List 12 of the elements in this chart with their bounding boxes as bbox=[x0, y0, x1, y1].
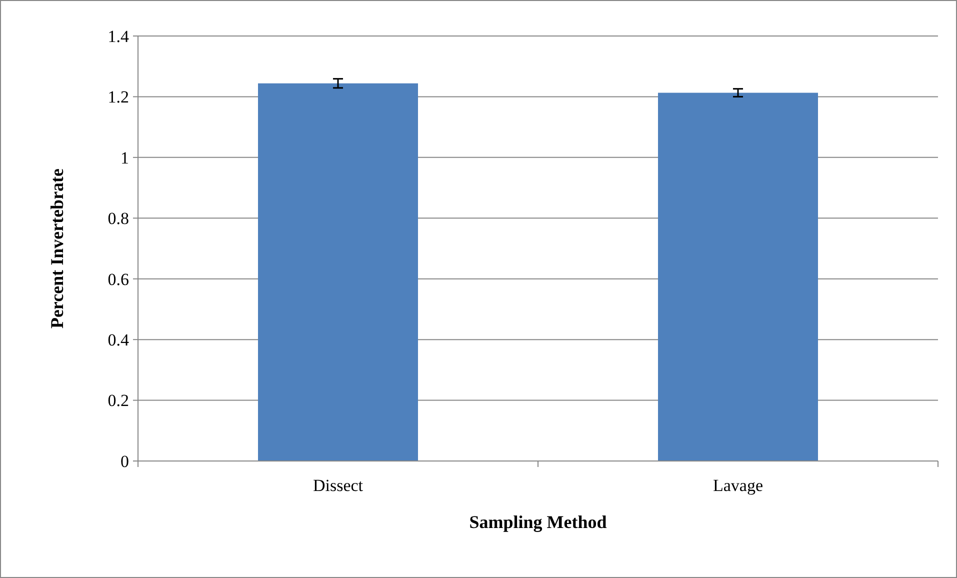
y-tick-label: 0.2 bbox=[108, 391, 129, 410]
y-tick-label: 0.8 bbox=[108, 209, 129, 228]
y-tick-label: 1 bbox=[120, 148, 129, 168]
y-tick-label: 1.2 bbox=[108, 88, 129, 107]
x-tick-label: Dissect bbox=[312, 476, 364, 495]
y-axis-title: Percent Invertebrate bbox=[47, 168, 67, 329]
x-tick-label: Lavage bbox=[712, 476, 764, 495]
y-tick-label: 0 bbox=[120, 452, 129, 471]
y-tick-label: 0.6 bbox=[108, 270, 129, 289]
x-axis-title: Sampling Method bbox=[469, 512, 607, 532]
y-tick-label: 1.4 bbox=[108, 26, 130, 46]
y-tick-label: 0.4 bbox=[108, 330, 130, 350]
